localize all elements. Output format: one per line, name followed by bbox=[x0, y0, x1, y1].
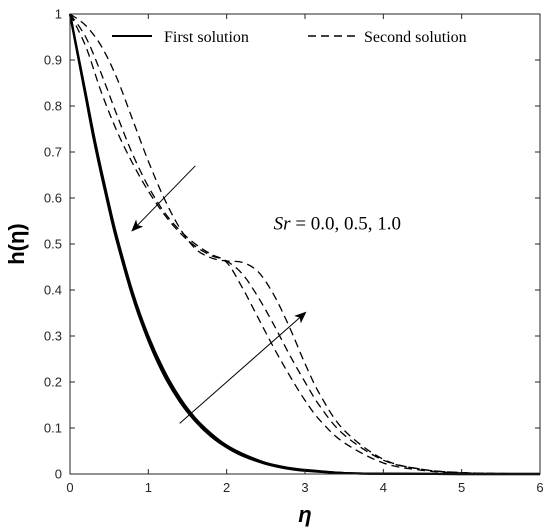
y-tick-label-10: 1 bbox=[55, 7, 62, 22]
trend-arrow-0 bbox=[131, 165, 196, 232]
y-tick-label-2: 0.2 bbox=[44, 375, 62, 390]
y-tick-label-0: 0 bbox=[55, 467, 62, 482]
y-tick-label-1: 0.1 bbox=[44, 421, 62, 436]
y-tick-label-5: 0.5 bbox=[44, 237, 62, 252]
y-tick-label-3: 0.3 bbox=[44, 329, 62, 344]
x-tick-label-1: 1 bbox=[145, 480, 152, 495]
tick-layer: 0 1 2 3 4 5 6 0 0.1 0.2 0.3 0.4 0.5 0.6 0.7 0.8 0.9 1 bbox=[44, 7, 544, 496]
annotation-symbol: Sr bbox=[274, 213, 292, 234]
y-tick-label-8: 0.8 bbox=[44, 99, 62, 114]
y-tick-label-7: 0.7 bbox=[44, 145, 62, 160]
parameter-annotation: Sr = 0.0, 0.5, 1.0 bbox=[274, 213, 401, 234]
legend-label-first: First solution bbox=[164, 29, 249, 46]
x-tick-label-2: 2 bbox=[223, 480, 230, 495]
plot-area bbox=[70, 14, 540, 474]
y-tick-label-9: 0.9 bbox=[44, 53, 62, 68]
first-solution-line-2 bbox=[68, 13, 541, 476]
arrow-layer bbox=[131, 165, 307, 424]
annotation-values: = 0.0, 0.5, 1.0 bbox=[291, 213, 401, 234]
y-tick-label-6: 0.6 bbox=[44, 191, 62, 206]
trend-arrow-1 bbox=[179, 311, 307, 424]
y-tick-label-4: 0.4 bbox=[44, 283, 62, 298]
second-solution-line-5 bbox=[69, 13, 541, 475]
legend: First solution Second solution bbox=[112, 29, 467, 46]
x-tick-label-4: 4 bbox=[380, 480, 387, 495]
y-axis-label: h(η) bbox=[4, 223, 29, 265]
second-solution-line-3 bbox=[69, 13, 541, 475]
x-tick-label-0: 0 bbox=[66, 480, 73, 495]
legend-label-second: Second solution bbox=[364, 29, 467, 46]
x-tick-label-3: 3 bbox=[301, 480, 308, 495]
x-tick-label-6: 6 bbox=[536, 480, 543, 495]
x-tick-label-5: 5 bbox=[458, 480, 465, 495]
x-axis-label: η bbox=[298, 502, 311, 527]
